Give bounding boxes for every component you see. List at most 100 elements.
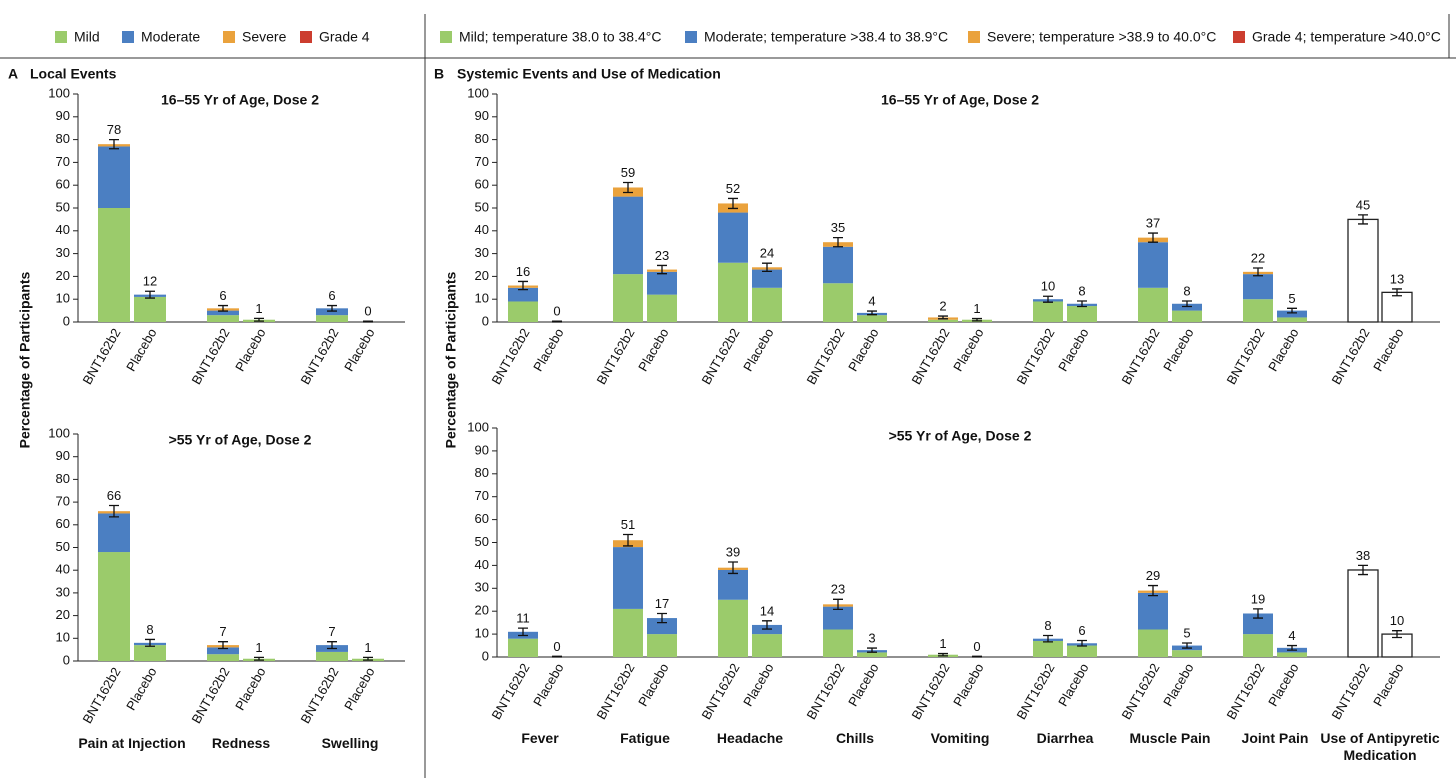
legend-label: Grade 4 (319, 29, 370, 45)
total-label: 6 (1078, 623, 1085, 638)
y-tick-label: 100 (48, 425, 70, 440)
y-tick-label: 90 (56, 108, 70, 123)
group-label: Fatigue (620, 730, 670, 746)
x-tick-label: BNT162b2 (80, 326, 124, 387)
error-bar (762, 620, 772, 630)
group-label: Chills (835, 730, 875, 746)
bar (1381, 291, 1413, 323)
bar-segment (1277, 317, 1307, 322)
x-tick-label: Placebo (1055, 661, 1091, 709)
legend-swatch (223, 31, 235, 43)
y-tick-label: 70 (56, 154, 70, 169)
bar-segment (613, 547, 643, 609)
x-tick-label: Placebo (1160, 326, 1196, 374)
bar-segment (1138, 287, 1168, 322)
y-tick-label: 40 (56, 222, 70, 237)
bar-segment (98, 208, 130, 322)
x-tick-label: Placebo (530, 326, 566, 374)
panel-title: >55 Yr of Age, Dose 2 (889, 428, 1032, 444)
bar-segment (718, 212, 748, 263)
bar-segment (823, 246, 853, 284)
bar-segment (98, 552, 130, 661)
x-tick-label: Placebo (232, 326, 268, 374)
x-tick-label: BNT162b2 (489, 661, 533, 722)
total-label: 2 (939, 299, 946, 314)
error-bar (109, 504, 119, 518)
error-bar (145, 638, 155, 647)
error-bar (552, 320, 562, 323)
error-bar (1148, 584, 1158, 597)
y-tick-label: 20 (56, 607, 70, 622)
bar-segment (1277, 652, 1307, 657)
x-tick-label: BNT162b2 (80, 665, 124, 726)
legend-label: Moderate; temperature >38.4 to 38.9°C (704, 29, 948, 45)
legend-swatch (300, 31, 312, 43)
total-label: 1 (255, 301, 262, 316)
legend-label: Severe; temperature >38.9 to 40.0°C (987, 29, 1216, 45)
bar-segment (1067, 645, 1097, 657)
total-label: 19 (1251, 591, 1265, 606)
bar-segment (613, 608, 643, 657)
x-tick-label: Placebo (1055, 326, 1091, 374)
bar-segment (1243, 274, 1273, 300)
total-label: 0 (973, 639, 980, 654)
x-tick-label: BNT162b2 (594, 326, 638, 387)
error-bar (728, 561, 738, 575)
bar-segment (1172, 303, 1202, 311)
y-tick-label: 10 (56, 291, 70, 306)
section-label: A (8, 66, 18, 82)
total-label: 22 (1251, 250, 1265, 265)
bar-segment (647, 618, 677, 635)
x-tick-label: BNT162b2 (699, 661, 743, 722)
y-tick-label: 50 (56, 539, 70, 554)
y-tick-label: 20 (475, 603, 489, 618)
bar-segment (1277, 310, 1307, 318)
error-bar (1253, 267, 1263, 277)
bar-segment (1138, 629, 1168, 657)
total-label: 1 (364, 640, 371, 655)
group-label: Headache (716, 730, 784, 746)
total-label: 4 (1288, 628, 1295, 643)
bar-segment (1243, 613, 1273, 635)
bar-segment (857, 315, 887, 322)
total-label: 24 (760, 246, 774, 261)
error-bar (1392, 630, 1402, 639)
total-label: 10 (1041, 279, 1055, 294)
total-label: 17 (655, 596, 669, 611)
total-label: 10 (1390, 613, 1404, 628)
total-label: 8 (1183, 283, 1190, 298)
bar-segment (316, 308, 348, 316)
y-tick-label: 10 (475, 626, 489, 641)
bar-segment (508, 301, 538, 322)
x-tick-label: BNT162b2 (1224, 661, 1268, 722)
total-label: 6 (219, 288, 226, 303)
x-tick-label: Placebo (123, 665, 159, 713)
y-tick-label: 60 (56, 177, 70, 192)
y-axis-label: Percentage of Participants (443, 271, 459, 448)
total-label: 29 (1146, 568, 1160, 583)
error-bar (363, 320, 373, 323)
bar-segment (823, 629, 853, 657)
total-label: 14 (760, 603, 774, 618)
error-bar (109, 138, 119, 150)
bar-segment (508, 638, 538, 657)
x-tick-label: BNT162b2 (804, 661, 848, 722)
error-bar (218, 304, 228, 312)
error-bar (657, 612, 667, 624)
y-tick-label: 70 (56, 494, 70, 509)
legend-swatch (968, 31, 980, 43)
bar-segment (1033, 640, 1063, 657)
y-tick-label: 30 (475, 580, 489, 595)
total-label: 66 (107, 488, 121, 503)
group-label: Muscle Pain (1129, 730, 1211, 746)
bar-segment (647, 634, 677, 657)
total-label: 0 (364, 304, 371, 319)
bar-segment (752, 287, 782, 322)
group-label: Joint Pain (1241, 730, 1309, 746)
y-tick-label: 60 (56, 516, 70, 531)
y-tick-label: 50 (475, 199, 489, 214)
bar-segment (1138, 242, 1168, 288)
error-bar (327, 304, 337, 312)
total-label: 0 (553, 304, 560, 319)
x-tick-label: Placebo (1160, 661, 1196, 709)
